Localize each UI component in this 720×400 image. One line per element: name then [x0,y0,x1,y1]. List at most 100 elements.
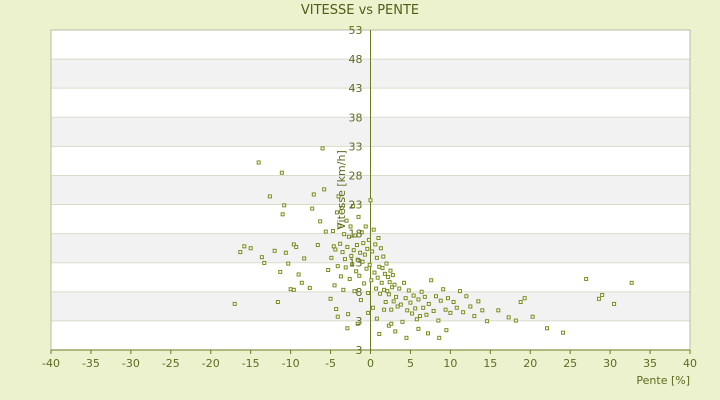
scatter-point [334,307,339,312]
scatter-point [362,252,367,257]
scatter-point [343,265,348,270]
scatter-point [278,269,283,274]
x-tick-label: -15 [242,357,260,370]
scatter-point [302,256,307,261]
y-tick-label: 3 [356,344,363,357]
scatter-point [457,289,462,294]
scatter-point [413,306,418,311]
scatter-point [397,286,402,291]
scatter-point [323,229,328,234]
scatter-point [400,319,405,324]
scatter-point [438,298,443,303]
scatter-point [454,305,459,310]
scatter-point [398,302,403,307]
scatter-point [354,269,359,274]
scatter-point [294,244,299,249]
scatter-point [350,262,355,267]
scatter-point [331,244,336,249]
scatter-point [279,170,284,175]
scatter-point [366,291,371,296]
scatter-point [348,224,353,229]
x-tick-label: 10 [443,357,457,370]
scatter-point [560,330,565,335]
scatter-point [353,233,358,238]
scatter-point [374,255,379,260]
scatter-point [338,274,343,279]
scatter-point [404,335,409,340]
scatter-point [345,244,350,249]
x-tick-labels: -40 -35 -30 -25 -20 -15 -10 -5 0 5 10 15 20 25 30 35 40 [42,350,697,370]
scatter-point [426,331,431,336]
scatter-point [344,218,349,223]
x-tick-label: -35 [82,357,100,370]
scatter-point [513,318,518,323]
scatter-point [359,230,364,235]
x-tick-label: -5 [325,357,336,370]
scatter-point [461,310,466,315]
scatter-point [485,319,490,324]
y-tick-label: 28 [349,169,363,182]
scatter-point [445,296,450,301]
x-tick-label: 20 [523,357,537,370]
x-tick-label: -25 [162,357,180,370]
scatter-point [291,242,296,247]
scatter-point [355,321,360,326]
scatter-point [262,260,267,265]
scatter-point [366,310,371,315]
scatter-point [350,204,355,208]
scatter-point [349,253,354,258]
scatter-point [366,237,371,242]
scatter-point [376,236,381,240]
chart-title: VITESSE vs PENTE [301,3,419,18]
scatter-point [378,246,383,251]
y-axis-label: Vitesse [km/h] [335,150,348,230]
scatter-point [361,241,366,246]
scatter-point [335,314,340,319]
scatter-point [347,276,352,281]
scatter-point [506,315,511,320]
scatter-point [320,146,325,151]
scatter-point [337,223,342,228]
scatter-point [291,287,296,292]
x-tick-label: -40 [42,357,60,370]
scatter-point [382,287,387,292]
scatter-point [403,296,408,301]
scatter-point [416,297,421,302]
scatter-point [448,310,453,315]
scatter-point [419,289,424,294]
scatter-point [422,294,427,299]
y-tick-label: 18 [349,228,363,241]
y-tick-label: 43 [349,82,363,95]
scatter-point [382,271,387,276]
scatter-point [340,250,345,255]
scatter-point [282,203,287,208]
scatter-point [390,285,395,290]
scatter-point [383,300,388,304]
y-tick-label: 13 [349,257,363,270]
scatter-point [476,299,481,304]
x-tick-label: 35 [643,357,657,370]
y-tick-label: 8 [356,286,363,299]
scatter-point [385,289,390,294]
scatter-point [342,257,347,262]
scatter-point [371,227,376,232]
x-tick-label: 40 [683,357,697,370]
scatter-point [365,246,370,251]
scatter-point [322,187,327,192]
scatter-point [394,294,399,299]
scatter-point [354,243,359,248]
scatter-point [443,307,448,312]
scatter-point [388,268,393,273]
scatter-point [346,312,351,317]
scatter-point [272,248,277,253]
scatter-point [286,261,291,266]
scatter-point [372,270,377,275]
scatter-point [379,280,384,285]
scatter-point [451,300,456,304]
scatter-point [418,314,423,319]
scatter-point [315,243,320,248]
y-tick-label: 3 [356,315,363,328]
scatter-point [468,304,473,309]
scatter-point [441,287,446,292]
scatter-point [238,250,243,255]
